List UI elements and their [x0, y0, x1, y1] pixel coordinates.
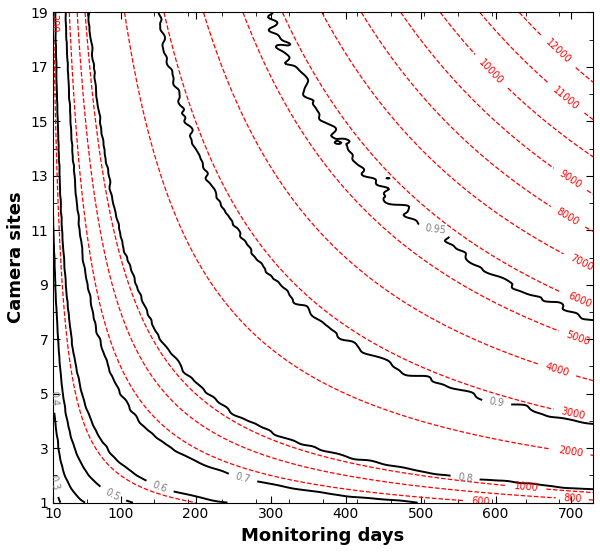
Text: 12000: 12000 [544, 38, 573, 66]
Text: 10000: 10000 [477, 57, 505, 86]
Text: 0.4: 0.4 [48, 390, 59, 406]
Text: 2000: 2000 [557, 445, 583, 459]
Text: 0.95: 0.95 [424, 224, 446, 236]
Text: 9000: 9000 [557, 168, 583, 190]
Text: 600: 600 [471, 496, 490, 507]
Text: 0.3: 0.3 [48, 474, 61, 491]
Text: 800: 800 [563, 493, 582, 505]
Text: 0.5: 0.5 [103, 487, 122, 503]
Text: 11000: 11000 [551, 84, 581, 112]
Text: 3000: 3000 [560, 406, 586, 421]
X-axis label: Monitoring days: Monitoring days [241, 527, 405, 545]
Text: 0.6: 0.6 [151, 479, 169, 494]
Text: 0.7: 0.7 [234, 471, 251, 485]
Text: 8000: 8000 [555, 206, 581, 227]
Text: 5000: 5000 [565, 329, 591, 347]
Text: 0.9: 0.9 [488, 396, 505, 409]
Text: 1000: 1000 [514, 481, 539, 493]
Text: 7000: 7000 [568, 253, 595, 273]
Text: 0.8: 0.8 [457, 472, 473, 484]
Text: 200: 200 [49, 14, 59, 33]
Text: 4000: 4000 [544, 362, 570, 379]
Y-axis label: Camera sites: Camera sites [7, 192, 25, 323]
Text: 6000: 6000 [566, 291, 593, 310]
